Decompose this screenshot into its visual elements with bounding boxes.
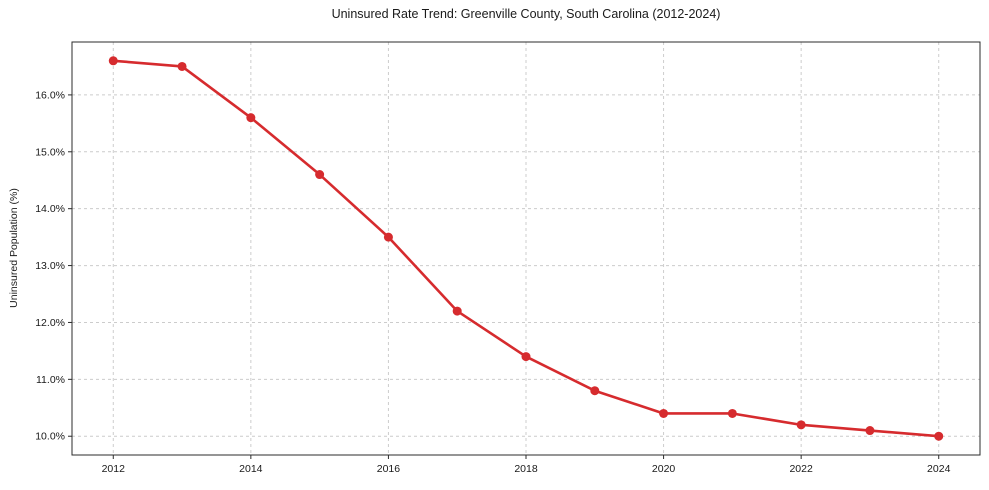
x-tick-label: 2022 (789, 463, 813, 475)
y-tick-label: 12.0% (35, 317, 65, 329)
y-axis-label: Uninsured Population (%) (8, 188, 20, 308)
data-point (934, 431, 944, 441)
data-point (452, 306, 462, 316)
x-tick-label: 2016 (377, 463, 401, 475)
data-point (383, 232, 393, 242)
y-tick-label: 13.0% (35, 260, 65, 272)
data-point (659, 408, 669, 418)
x-tick-label: 2018 (514, 463, 538, 475)
data-point (796, 420, 806, 430)
x-tick-label: 2012 (102, 463, 126, 475)
x-tick-label: 2024 (927, 463, 951, 475)
data-point (865, 426, 875, 436)
data-point (246, 113, 256, 123)
x-tick-label: 2014 (239, 463, 263, 475)
data-point (590, 386, 600, 396)
y-tick-label: 11.0% (36, 374, 65, 386)
data-point (177, 61, 187, 71)
chart-title: Uninsured Rate Trend: Greenville County,… (331, 7, 721, 21)
data-point (108, 56, 118, 66)
y-tick-label: 16.0% (35, 89, 65, 101)
y-tick-label: 10.0% (35, 431, 65, 443)
data-point (727, 408, 737, 418)
data-point (521, 352, 531, 362)
y-tick-label: 14.0% (35, 203, 65, 215)
x-tick-label: 2020 (652, 463, 676, 475)
data-point (315, 170, 325, 180)
y-tick-label: 15.0% (35, 146, 65, 158)
